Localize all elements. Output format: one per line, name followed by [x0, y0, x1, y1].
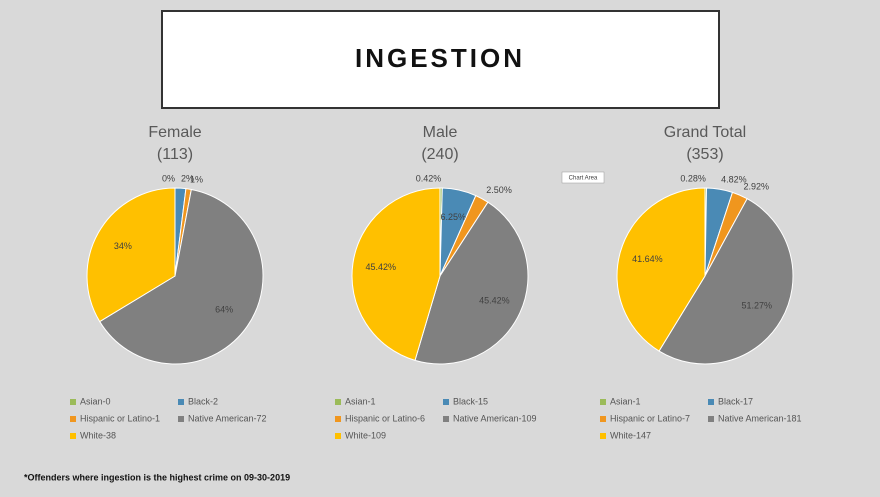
slice-label: 6.25% [440, 212, 466, 222]
legend-swatch [335, 433, 341, 439]
legend-swatch [178, 416, 184, 422]
legend-swatch [600, 399, 606, 405]
legend-label: Asian-0 [80, 396, 111, 406]
legend-swatch [600, 416, 606, 422]
legend-label: Hispanic or Latino-7 [610, 413, 690, 423]
slice-label: 45.42% [366, 262, 397, 272]
legend-label: Asian-1 [345, 396, 376, 406]
slice-label: 1% [190, 175, 203, 185]
legend-swatch [708, 399, 714, 405]
legend-label: White-38 [80, 430, 116, 440]
slice-label: 2.50% [486, 185, 512, 195]
slice-label: 34% [114, 241, 132, 251]
slice-label: 2.92% [744, 181, 770, 191]
pie-slice [414, 201, 529, 365]
title-box [161, 10, 720, 109]
legend-swatch [600, 433, 606, 439]
footnote: *Offenders where ingestion is the highes… [24, 472, 290, 482]
chart-title: Female [148, 124, 201, 141]
slice-label: 41.64% [632, 254, 663, 264]
chart-title: Grand Total [664, 124, 746, 141]
chart-subtitle: (240) [421, 146, 458, 163]
chart-title: Male [423, 124, 458, 141]
legend-label: White-109 [345, 430, 386, 440]
legend-swatch [70, 399, 76, 405]
legend-label: White-147 [610, 430, 651, 440]
legend-swatch [70, 433, 76, 439]
pie-slice [86, 187, 176, 323]
legend-label: Native American-72 [188, 413, 267, 423]
legend-swatch [708, 416, 714, 422]
pie-slice [658, 198, 794, 365]
legend-label: Native American-109 [453, 413, 537, 423]
legend-label: Hispanic or Latino-1 [80, 413, 160, 423]
legend-label: Black-15 [453, 396, 488, 406]
pie-slice [616, 187, 706, 352]
legend-swatch [443, 416, 449, 422]
slice-label: 45.42% [479, 295, 510, 305]
legend-label: Black-17 [718, 396, 753, 406]
legend-swatch [178, 399, 184, 405]
slice-label: 2% [181, 174, 194, 184]
slice-label: 4.82% [721, 175, 747, 185]
legend-swatch [443, 399, 449, 405]
legend-label: Native American-181 [718, 413, 802, 423]
slice-label: 0.28% [680, 173, 706, 183]
slice-label: 51.27% [742, 300, 773, 310]
chart-subtitle: (353) [686, 146, 723, 163]
slice-label: 64% [215, 304, 233, 314]
pie-slice [99, 188, 264, 365]
page-title: INGESTION [355, 43, 525, 73]
legend-label: Hispanic or Latino-6 [345, 413, 425, 423]
chart-subtitle: (113) [157, 146, 193, 163]
pie-slice [351, 187, 441, 361]
legend-swatch [335, 416, 341, 422]
tooltip: Chart Area [569, 176, 598, 182]
legend-label: Asian-1 [610, 396, 641, 406]
legend-label: Black-2 [188, 396, 218, 406]
slice-label: 0.42% [416, 173, 442, 183]
tooltip-box [561, 171, 605, 184]
legend-swatch [335, 399, 341, 405]
legend-swatch [70, 416, 76, 422]
slice-label: 0% [162, 173, 175, 183]
